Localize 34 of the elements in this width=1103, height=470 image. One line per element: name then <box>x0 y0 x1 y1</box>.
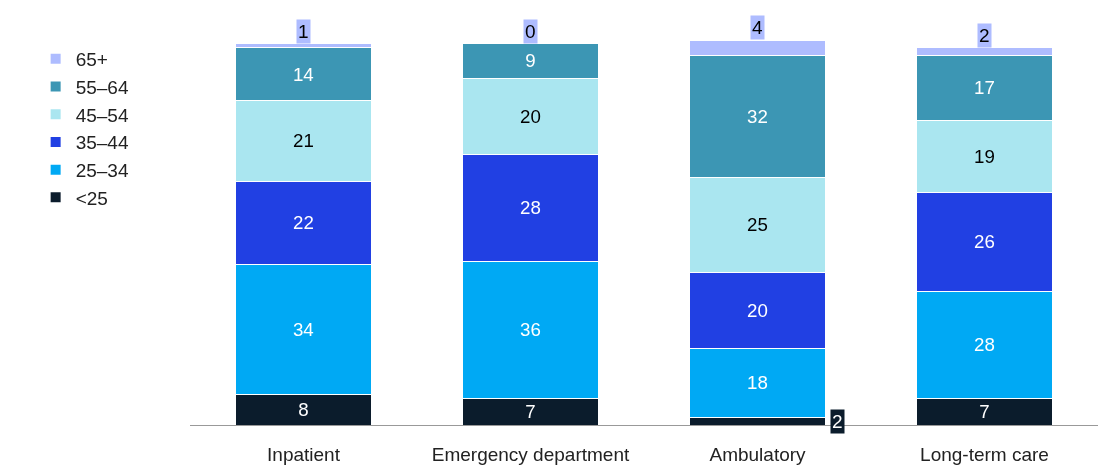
legend-label: 25–34 <box>75 160 129 182</box>
legend-label: 65+ <box>75 49 108 71</box>
data-label: 21 <box>293 130 314 152</box>
data-label: 0 <box>525 21 536 42</box>
data-label: 17 <box>974 77 995 99</box>
data-label: 20 <box>747 300 768 322</box>
x-tick-label: Long-term care <box>920 443 1049 465</box>
data-label: 32 <box>747 105 768 127</box>
data-label: 26 <box>974 231 995 253</box>
data-label: 8 <box>298 399 309 421</box>
legend-label: 35–44 <box>75 132 129 154</box>
legend-label: <25 <box>75 187 108 209</box>
data-label: 9 <box>525 50 536 72</box>
data-label: 4 <box>752 17 763 38</box>
data-label: 36 <box>520 319 541 341</box>
data-label: 20 <box>520 105 541 127</box>
data-label: 19 <box>974 145 995 167</box>
data-label: 7 <box>979 401 990 423</box>
data-label: 2 <box>979 25 990 46</box>
data-label: 1 <box>298 21 309 42</box>
x-tick-label: Ambulatory <box>709 443 807 465</box>
data-label: 28 <box>974 334 995 356</box>
legend-label: 45–54 <box>75 104 129 126</box>
data-label: 34 <box>292 319 314 341</box>
data-label: 14 <box>292 63 314 85</box>
legend-label: 55–64 <box>75 76 129 98</box>
data-label: 25 <box>747 214 768 236</box>
data-label: 18 <box>747 372 768 394</box>
x-tick-label: Emergency department <box>431 443 630 465</box>
x-tick-label: Inpatient <box>267 443 341 465</box>
data-label: 2 <box>832 411 843 432</box>
data-label: 22 <box>293 212 314 234</box>
data-label: 28 <box>520 197 541 219</box>
data-label: 7 <box>525 401 536 423</box>
